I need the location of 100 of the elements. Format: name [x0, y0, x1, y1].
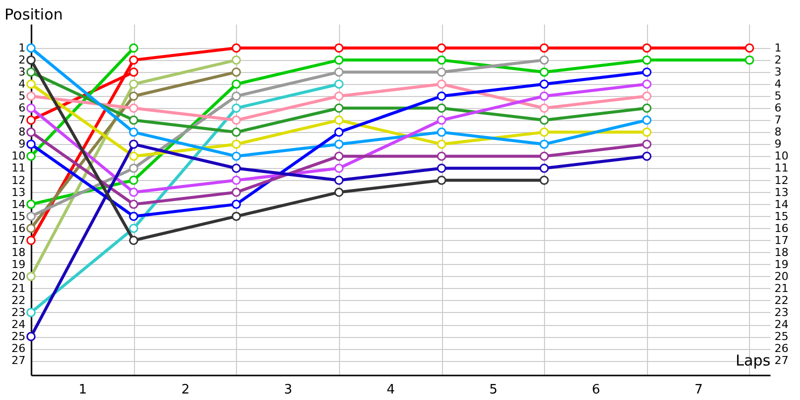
point: [26, 128, 36, 137]
point: [642, 79, 652, 89]
point: [26, 200, 36, 209]
point: [334, 79, 344, 89]
point: [129, 92, 138, 101]
y-tick-label: 19: [12, 258, 26, 271]
point: [642, 128, 652, 137]
point: [334, 164, 344, 173]
point: [26, 116, 36, 125]
y2-tick-label: 22: [774, 294, 788, 307]
point: [540, 128, 549, 137]
point: [232, 140, 241, 149]
y-tick-label: 10: [12, 150, 26, 163]
point: [436, 140, 446, 149]
point: [540, 43, 549, 53]
y-tick-label: 26: [12, 342, 26, 356]
point: [334, 67, 344, 77]
y2-tick-label: 8: [774, 126, 782, 139]
point: [642, 92, 652, 101]
point: [744, 55, 754, 65]
point: [642, 55, 652, 65]
y-tick-label: 13: [12, 186, 26, 199]
point: [642, 43, 652, 53]
point: [334, 92, 344, 101]
y2-tick-label: 15: [774, 210, 788, 223]
y2-tick-label: 23: [774, 306, 788, 319]
y-tick-label: 21: [12, 282, 26, 295]
y2-tick-label: 2: [774, 54, 782, 67]
point: [129, 152, 138, 161]
y2-tick-label: 9: [774, 138, 782, 151]
x-tick-label: 6: [592, 382, 600, 398]
y2-tick-label: 19: [774, 258, 788, 271]
point: [744, 43, 754, 53]
point: [129, 200, 138, 209]
y-tick-label: 11: [12, 162, 26, 175]
y2-tick-label: 16: [774, 222, 788, 235]
point: [26, 152, 36, 161]
point: [642, 116, 652, 125]
y-tick-label: 2: [18, 54, 26, 67]
point: [436, 104, 446, 113]
point: [436, 116, 446, 125]
y-tick-label: 16: [12, 222, 26, 235]
point: [436, 55, 446, 65]
point: [129, 164, 138, 173]
y-tick-label: 18: [12, 246, 26, 259]
point: [232, 55, 241, 65]
y2-tick-label: 17: [774, 234, 788, 247]
point: [642, 67, 652, 77]
y2-tick-label: 7: [774, 114, 782, 127]
point: [232, 116, 241, 125]
point: [129, 212, 138, 221]
y-tick-label: 23: [12, 306, 26, 319]
y-tick-label: 8: [18, 126, 26, 139]
point: [26, 224, 36, 233]
point: [26, 55, 36, 65]
point: [232, 152, 241, 161]
point: [540, 55, 549, 65]
point: [334, 104, 344, 113]
x-tick-label: 1: [78, 382, 87, 398]
point: [26, 272, 36, 282]
y-tick-label: 5: [18, 90, 26, 103]
point: [540, 67, 549, 77]
point: [26, 236, 36, 245]
y2-tick-label: 5: [774, 90, 782, 103]
point: [129, 224, 138, 233]
point: [334, 188, 344, 197]
x-tick-label: 7: [694, 382, 703, 398]
point: [26, 140, 36, 149]
point: [436, 79, 446, 89]
point: [436, 176, 446, 185]
point: [540, 79, 549, 89]
point: [232, 176, 241, 185]
point: [232, 92, 241, 101]
point: [129, 67, 138, 77]
point: [436, 164, 446, 173]
point: [232, 43, 241, 53]
y-tick-label: 17: [12, 234, 26, 247]
point: [436, 128, 446, 137]
y-tick-label: 14: [12, 198, 26, 211]
point: [334, 140, 344, 149]
y2-tick-label: 6: [774, 102, 782, 115]
point: [540, 116, 549, 125]
y2-tick-label: 10: [774, 150, 788, 163]
point: [436, 92, 446, 101]
x-tick-label: 2: [181, 382, 190, 398]
point: [642, 104, 652, 113]
y-tick-label: 1: [18, 42, 26, 55]
y2-tick-label: 13: [774, 186, 788, 199]
y2-tick-label: 21: [774, 282, 788, 295]
point: [540, 152, 549, 161]
y2-tick-label: 24: [774, 318, 788, 332]
y-axis-title: Position: [4, 6, 63, 24]
y-tick-label: 25: [12, 330, 26, 344]
point: [436, 43, 446, 53]
point: [129, 140, 138, 149]
point: [642, 140, 652, 149]
point: [540, 92, 549, 101]
point: [129, 79, 138, 89]
x-tick-label: 3: [284, 382, 292, 398]
point: [334, 176, 344, 185]
